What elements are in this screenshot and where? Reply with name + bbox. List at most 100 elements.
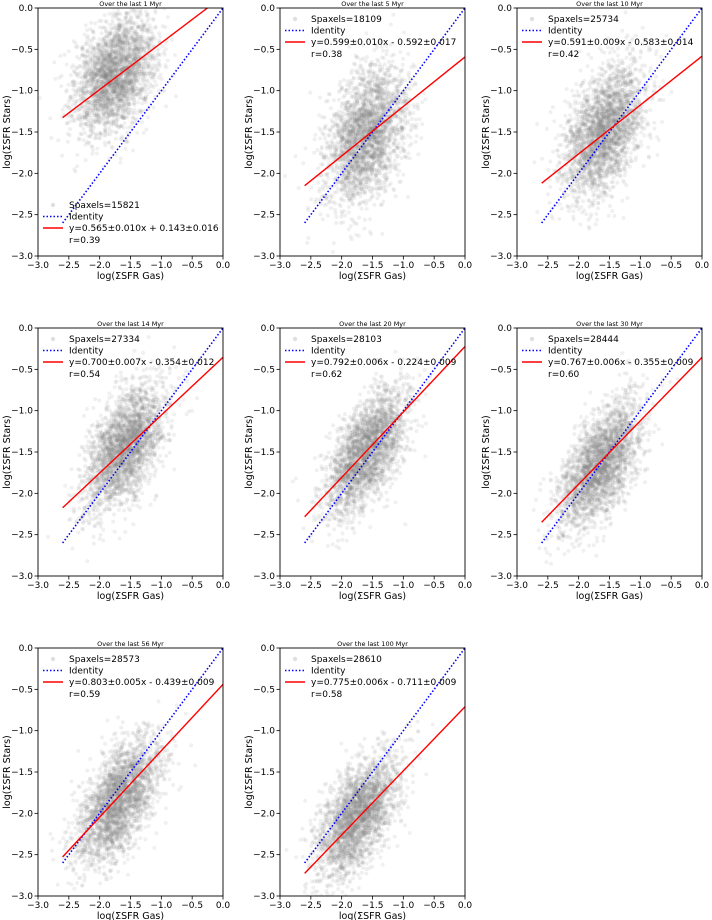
scatter-point — [114, 92, 118, 97]
scatter-point — [104, 110, 109, 115]
scatter-point — [117, 84, 122, 89]
scatter-point — [114, 25, 119, 30]
scatter-point — [126, 69, 131, 73]
scatter-point — [79, 46, 84, 51]
scatter-point — [101, 58, 106, 63]
scatter-point — [107, 52, 112, 57]
scatter-point — [86, 78, 91, 83]
scatter-point — [102, 80, 107, 85]
scatter-point — [325, 185, 330, 190]
scatter-point — [141, 49, 146, 54]
scatter-point — [107, 71, 112, 76]
scatter-point — [132, 92, 137, 97]
scatter-point — [129, 60, 134, 65]
scatter-point — [106, 55, 111, 60]
scatter-point — [110, 94, 115, 99]
scatter-point — [101, 95, 106, 99]
scatter-point — [102, 13, 107, 18]
scatter-point — [414, 134, 419, 138]
scatter-point — [124, 59, 129, 64]
scatter-point — [78, 88, 83, 93]
scatter-point — [82, 74, 87, 78]
scatter-point — [119, 89, 124, 94]
scatter-point — [61, 112, 66, 117]
scatter-point — [134, 21, 138, 26]
scatter-point — [116, 84, 121, 89]
scatter-point — [109, 108, 114, 113]
scatter-point — [89, 72, 94, 77]
scatter-point — [146, 63, 151, 68]
scatter-point — [107, 66, 112, 71]
scatter-point — [406, 151, 411, 156]
scatter-point — [83, 142, 88, 147]
scatter-point — [105, 58, 110, 63]
scatter-point — [78, 106, 82, 111]
scatter-point — [101, 57, 105, 62]
scatter-point — [59, 84, 64, 89]
scatter-point — [100, 103, 105, 107]
scatter-point — [96, 60, 101, 65]
scatter-point — [100, 90, 105, 94]
scatter-point — [131, 21, 136, 25]
scatter-point — [151, 72, 156, 77]
scatter-point — [107, 156, 112, 161]
scatter-point — [101, 104, 106, 109]
scatter-point — [124, 80, 129, 85]
y-tick-label: −3.0 — [11, 252, 33, 262]
scatter-point — [108, 105, 113, 110]
scatter-point — [89, 119, 94, 124]
scatter-point — [136, 15, 141, 20]
scatter-point — [110, 63, 115, 68]
scatter-point — [101, 107, 106, 112]
scatter-point — [99, 58, 104, 63]
scatter-point — [323, 136, 327, 141]
scatter-point — [94, 66, 99, 71]
scatter-point — [100, 90, 105, 95]
scatter-point — [121, 31, 126, 35]
scatter-point — [67, 97, 72, 102]
scatter-point — [100, 50, 105, 55]
scatter-point — [120, 115, 125, 120]
scatter-point — [58, 53, 63, 58]
scatter-point — [99, 66, 104, 71]
scatter-point — [90, 123, 95, 128]
scatter-point — [106, 56, 111, 61]
scatter-point — [138, 87, 143, 92]
scatter-point — [132, 55, 137, 60]
scatter-point — [104, 29, 109, 34]
scatter-point — [143, 82, 148, 87]
scatter-point — [71, 63, 76, 68]
scatter-point — [105, 115, 110, 120]
scatter-point — [117, 25, 122, 30]
scatter-point — [132, 103, 137, 107]
scatter-point — [108, 40, 113, 45]
scatter-point — [131, 101, 136, 106]
scatter-point — [83, 23, 88, 28]
scatter-point — [124, 79, 128, 84]
scatter-point — [151, 72, 155, 77]
scatter-point — [76, 107, 81, 112]
scatter-point — [132, 66, 137, 71]
scatter-point — [89, 20, 93, 25]
scatter-point — [312, 137, 317, 142]
scatter-point — [94, 79, 99, 84]
scatter-point — [111, 71, 115, 76]
scatter-point — [405, 106, 409, 111]
scatter-point — [82, 109, 87, 114]
scatter-point — [132, 29, 137, 34]
scatter-point — [116, 105, 121, 110]
scatter-point — [129, 71, 134, 76]
scatter-point — [143, 56, 148, 61]
scatter-point — [329, 154, 334, 159]
scatter-point — [68, 94, 73, 99]
scatter-point — [139, 47, 144, 52]
scatter-point — [83, 158, 88, 163]
scatter-point — [156, 88, 161, 93]
scatter-point — [122, 81, 127, 86]
scatter-point — [119, 40, 124, 45]
scatter-point — [159, 76, 164, 81]
y-tick-label: −2.5 — [11, 211, 33, 221]
scatter-point — [117, 49, 121, 54]
scatter-point — [154, 55, 159, 60]
scatter-point — [400, 67, 405, 72]
